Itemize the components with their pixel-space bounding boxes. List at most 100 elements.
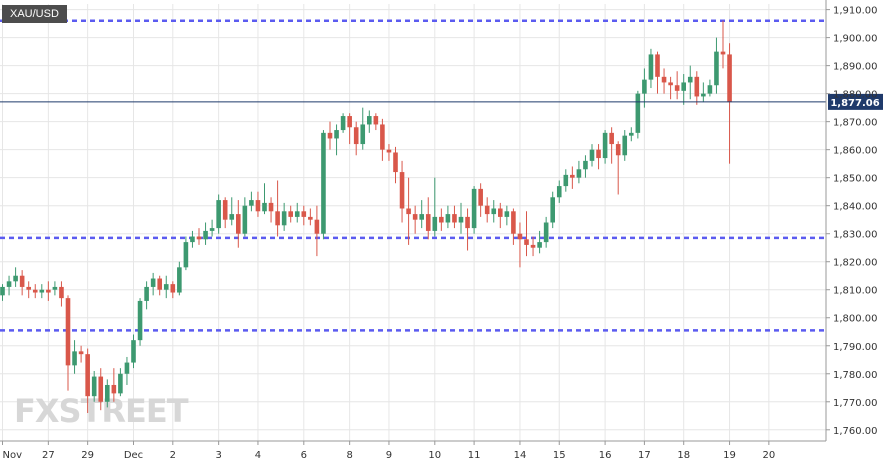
candle [301,205,307,226]
candle-body [144,286,149,301]
candle [0,284,5,301]
candle-body [294,211,300,217]
candle-body [203,230,208,240]
candle-body [511,211,516,234]
candle [216,194,221,234]
candle [98,368,104,411]
candle-body [131,340,136,363]
candle-body [124,362,130,374]
x-tick-label: 15 [553,450,566,461]
y-tick-label: 1,900.00 [833,34,878,45]
candles [0,20,732,413]
candle-body [714,51,719,86]
candle [668,76,673,100]
last-price-tag [828,93,883,110]
candle-body [105,384,110,402]
candle [458,202,464,234]
candle-body [452,214,457,223]
candle-body [78,351,84,355]
candle-body [655,54,660,77]
candle [288,205,293,223]
candle [294,202,300,223]
candle-body [340,116,346,131]
candle [183,236,189,271]
candle [707,79,713,97]
candle [550,191,555,229]
candle [367,110,372,133]
candle [150,272,156,296]
candle [39,284,45,299]
candle [399,160,405,223]
candle-body [615,144,621,156]
candle [236,200,241,248]
candle-body [458,216,464,223]
candle-body [216,200,221,229]
candle [642,68,647,108]
candle [583,155,588,178]
candle-body [635,93,641,133]
candle-body [556,186,562,198]
candle-body [281,211,287,226]
candle-body [308,216,313,220]
candle [419,200,424,229]
candle-body [465,216,470,229]
candle-body [432,216,438,231]
candle-body [412,214,418,220]
candle [131,334,136,369]
candle-body [236,214,241,234]
candle [170,281,176,299]
candle [275,180,280,237]
candle [340,113,346,133]
candle-body [687,76,693,83]
y-tick-label: 1,840.00 [833,202,878,213]
y-tick-label: 1,820.00 [833,258,878,269]
candle [334,124,339,156]
candle-body [576,169,582,178]
candle [46,281,51,301]
x-tick-label: 14 [514,450,527,461]
candle-body [209,228,215,231]
candle [445,205,451,229]
candle [281,202,287,231]
candle [425,197,431,240]
candle [393,146,398,184]
candle [124,356,130,385]
y-tick-label: 1,910.00 [833,6,878,17]
candle [478,183,483,217]
candle-body [498,208,503,217]
candle [229,197,235,226]
y-tick-label: 1,800.00 [833,314,878,325]
candle-body [445,214,451,223]
candle [511,208,516,245]
candle-body [439,216,444,223]
candle-body [268,202,274,212]
candle [157,275,162,296]
candle-body [373,116,379,125]
candle [655,51,660,94]
candle [177,261,182,296]
x-tick-label: 11 [468,450,481,461]
candle-body [583,160,588,170]
candle-body [360,124,366,145]
candle-body [563,174,569,187]
candle-body [196,236,202,240]
candle [360,107,366,150]
candle [78,345,84,363]
x-tick-label: 27 [42,450,55,461]
candle-body [648,54,654,80]
candle-body [137,300,143,341]
x-tick-label: Nov [3,450,23,461]
axes: 1,760.00 1,770.00 1,780.00 1,790.00 1,800.00… [0,0,878,461]
candle-body [478,188,483,206]
candle [674,71,680,100]
x-tick-label: 4 [255,450,261,461]
candle-body [91,376,97,397]
candle [556,180,562,203]
candle [190,230,195,248]
candle-body [353,127,359,145]
candle-body [543,222,549,243]
x-tick-label: 6 [301,450,307,461]
candle [209,219,215,237]
candle [609,127,614,164]
